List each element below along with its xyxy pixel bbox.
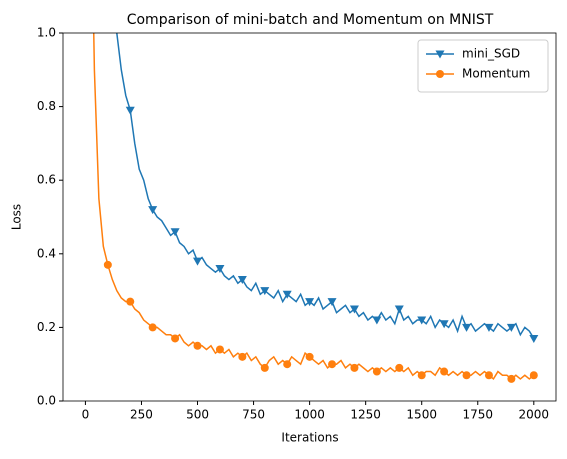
y-tick-label: 0.0 bbox=[37, 394, 56, 408]
marker bbox=[439, 320, 449, 329]
marker bbox=[394, 305, 404, 314]
marker bbox=[170, 228, 180, 237]
y-tick-label: 0.2 bbox=[37, 320, 56, 334]
x-tick-label: 1750 bbox=[462, 408, 493, 422]
x-tick-label: 500 bbox=[186, 408, 209, 422]
marker bbox=[305, 298, 315, 307]
marker bbox=[436, 70, 444, 78]
marker bbox=[282, 290, 292, 299]
legend-label: mini_SGD bbox=[462, 47, 520, 61]
x-tick-label: 2000 bbox=[519, 408, 550, 422]
marker bbox=[484, 371, 493, 380]
marker bbox=[237, 276, 247, 285]
marker bbox=[462, 371, 471, 380]
marker bbox=[395, 363, 404, 372]
legend-label: Momentum bbox=[462, 67, 530, 81]
x-axis-label: Iterations bbox=[281, 431, 338, 445]
marker bbox=[350, 363, 359, 372]
x-tick-label: 1250 bbox=[350, 408, 381, 422]
marker bbox=[484, 323, 494, 332]
y-tick-label: 0.4 bbox=[37, 246, 56, 260]
marker bbox=[193, 341, 202, 350]
marker bbox=[260, 363, 269, 372]
y-tick-label: 0.6 bbox=[37, 173, 56, 187]
x-tick-label: 750 bbox=[242, 408, 265, 422]
x-tick-label: 250 bbox=[130, 408, 153, 422]
plot-area bbox=[92, 33, 539, 383]
marker bbox=[529, 334, 539, 343]
marker bbox=[327, 298, 337, 307]
marker bbox=[417, 371, 426, 380]
marker bbox=[125, 106, 135, 115]
marker bbox=[148, 206, 158, 215]
marker bbox=[260, 287, 270, 296]
marker bbox=[440, 367, 449, 376]
marker bbox=[215, 345, 224, 354]
marker bbox=[193, 257, 203, 266]
marker bbox=[328, 360, 337, 369]
marker bbox=[372, 316, 382, 325]
marker bbox=[215, 265, 225, 274]
marker bbox=[283, 360, 292, 369]
marker bbox=[506, 323, 516, 332]
marker bbox=[126, 297, 135, 306]
marker bbox=[148, 323, 157, 332]
y-tick-label: 0.8 bbox=[37, 99, 56, 113]
y-tick-label: 1.0 bbox=[37, 26, 56, 40]
marker bbox=[435, 50, 445, 59]
chart-title: Comparison of mini-batch and Momentum on… bbox=[127, 12, 494, 28]
y-axis-label: Loss bbox=[10, 204, 24, 230]
marker bbox=[462, 323, 472, 332]
axes-frame bbox=[62, 32, 557, 402]
x-tick-label: 1000 bbox=[294, 408, 325, 422]
x-tick-label: 1500 bbox=[406, 408, 437, 422]
marker bbox=[171, 334, 180, 343]
marker bbox=[507, 374, 516, 383]
marker bbox=[372, 367, 381, 376]
x-tick-label: 0 bbox=[82, 408, 90, 422]
marker bbox=[349, 305, 359, 314]
marker bbox=[529, 371, 538, 380]
marker bbox=[417, 316, 427, 325]
marker bbox=[238, 352, 247, 361]
legend-box bbox=[417, 39, 549, 93]
marker bbox=[305, 352, 314, 361]
marker bbox=[103, 260, 112, 269]
